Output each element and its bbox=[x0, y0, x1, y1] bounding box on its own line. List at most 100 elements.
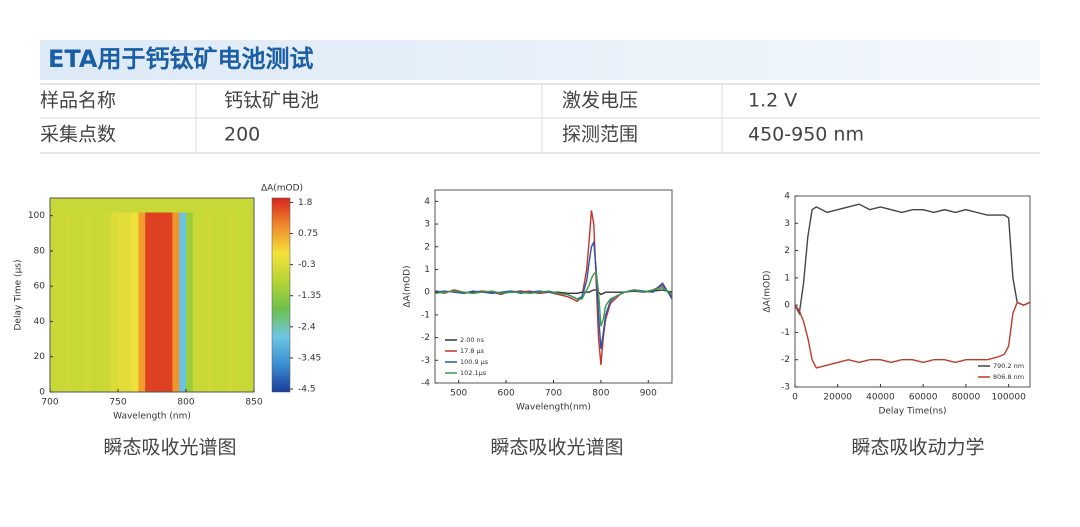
y-tick-label: 1 bbox=[784, 273, 790, 283]
plot-frame bbox=[794, 195, 1031, 388]
legend-label: 17.8 μs bbox=[460, 347, 485, 355]
heatmap-cell bbox=[233, 212, 241, 393]
legend-label: 102.1μs bbox=[460, 369, 487, 377]
x-tick-label: 40000 bbox=[866, 393, 895, 403]
y-tick-label: 2 bbox=[424, 242, 430, 252]
heatmap-cell bbox=[240, 212, 248, 393]
x-axis-label: Delay Time(ns) bbox=[878, 407, 946, 417]
colorbar-tick-label: 0.75 bbox=[298, 229, 318, 239]
heatmap-cell bbox=[84, 212, 92, 393]
y-axis-label: ΔA(mOD) bbox=[403, 265, 413, 307]
heatmap-cell bbox=[131, 212, 139, 393]
heatmap-cell bbox=[213, 212, 221, 393]
heatmap-cell bbox=[247, 198, 255, 213]
y-tick-label: 3 bbox=[424, 220, 430, 230]
colorbar-label: ΔA(mOD) bbox=[261, 184, 303, 194]
x-tick-label: 600 bbox=[498, 389, 515, 399]
x-axis-label: Wavelength(nm) bbox=[516, 403, 591, 413]
heatmap-cell bbox=[104, 212, 112, 393]
heatmap-cell bbox=[97, 198, 105, 213]
heatmap-cell bbox=[220, 212, 228, 393]
x-tick-label: 500 bbox=[450, 389, 467, 399]
y-tick-label: 4 bbox=[424, 197, 430, 207]
table-cell: 200 bbox=[224, 124, 260, 146]
colorbar-tick-label: -0.3 bbox=[298, 260, 316, 270]
legend-label: 790.2 nm bbox=[993, 362, 1024, 370]
heatmap-cell bbox=[131, 198, 139, 213]
legend-label: 100.9 μs bbox=[460, 358, 489, 366]
table-cell: 样品名称 bbox=[40, 90, 116, 112]
y-tick-label: 2 bbox=[784, 246, 790, 256]
y-tick-label: -4 bbox=[421, 379, 430, 389]
data-line bbox=[794, 301, 1031, 369]
heatmap-cell bbox=[63, 198, 71, 213]
heatmap-cell bbox=[145, 212, 153, 393]
data-line bbox=[434, 239, 673, 350]
y-tick-label: 3 bbox=[784, 219, 790, 229]
heatmap-cell bbox=[247, 212, 255, 393]
legend-label: 2.00 ns bbox=[460, 336, 485, 344]
heatmap-cell bbox=[199, 198, 207, 213]
x-tick-label: 0 bbox=[792, 393, 798, 403]
x-tick-label: 750 bbox=[109, 398, 126, 408]
heatmap-cell bbox=[233, 198, 241, 213]
heatmap-cell bbox=[165, 212, 173, 393]
heatmap-cell bbox=[111, 212, 119, 393]
heatmap-cell bbox=[206, 198, 214, 213]
heatmap-cell bbox=[138, 212, 146, 393]
heatmap-cell bbox=[50, 212, 58, 393]
heatmap-cell bbox=[165, 198, 173, 213]
y-tick-label: 0 bbox=[784, 301, 790, 311]
y-tick-label: 0 bbox=[39, 388, 45, 398]
y-tick-label: 40 bbox=[34, 317, 46, 327]
heatmap-cell bbox=[70, 212, 78, 393]
y-tick-label: -1 bbox=[781, 328, 790, 338]
y-tick-label: -2 bbox=[781, 355, 790, 365]
title-bar bbox=[40, 40, 1040, 80]
y-tick-label: 0 bbox=[424, 288, 430, 298]
table-cell: 激发电压 bbox=[562, 90, 638, 112]
x-tick-label: 700 bbox=[41, 398, 58, 408]
data-line bbox=[434, 270, 673, 327]
data-line bbox=[794, 203, 1031, 316]
heatmap-cell bbox=[186, 198, 194, 213]
heatmap-cell bbox=[199, 212, 207, 393]
x-tick-label: 800 bbox=[592, 389, 609, 399]
y-tick-label: -3 bbox=[781, 383, 790, 393]
x-tick-label: 60000 bbox=[909, 393, 938, 403]
heatmap-cell bbox=[152, 198, 160, 213]
heatmap-cell bbox=[179, 198, 187, 213]
heatmap-cell bbox=[158, 198, 166, 213]
y-tick-label: 80 bbox=[34, 246, 46, 256]
table-cell: 450-950 nm bbox=[748, 124, 864, 146]
heatmap-cell bbox=[56, 198, 64, 213]
y-tick-label: -2 bbox=[421, 333, 430, 343]
heatmap-cell bbox=[179, 212, 187, 393]
heatmap-cell bbox=[158, 212, 166, 393]
x-tick-label: 850 bbox=[245, 398, 262, 408]
colorbar-tick-label: -1.35 bbox=[298, 291, 321, 301]
y-tick-label: 1 bbox=[424, 265, 430, 275]
colorbar-tick-label: -3.45 bbox=[298, 353, 321, 363]
y-tick-label: -3 bbox=[421, 356, 430, 366]
colorbar-tick-label: 1.8 bbox=[298, 198, 313, 208]
heatmap-cell bbox=[63, 212, 71, 393]
table-cell: 钙钛矿电池 bbox=[224, 90, 319, 112]
heatmap-cell bbox=[192, 198, 200, 213]
x-tick-label: 700 bbox=[545, 389, 562, 399]
chart-caption: 瞬态吸收光谱图 bbox=[490, 437, 623, 459]
heatmap-cell bbox=[145, 198, 153, 213]
table-cell: 采集点数 bbox=[40, 124, 116, 146]
legend-label: 806.8 nm bbox=[993, 373, 1024, 381]
chart-caption: 瞬态吸收光谱图 bbox=[103, 437, 236, 459]
x-axis-label: Wavelength (nm) bbox=[113, 412, 191, 422]
heatmap-cell bbox=[220, 198, 228, 213]
y-tick-label: 60 bbox=[34, 282, 46, 292]
y-tick-label: 100 bbox=[28, 211, 45, 221]
y-tick-label: -1 bbox=[421, 310, 430, 320]
heatmap-cell bbox=[124, 212, 132, 393]
heatmap-cell bbox=[206, 212, 214, 393]
heatmap-cell bbox=[118, 198, 126, 213]
